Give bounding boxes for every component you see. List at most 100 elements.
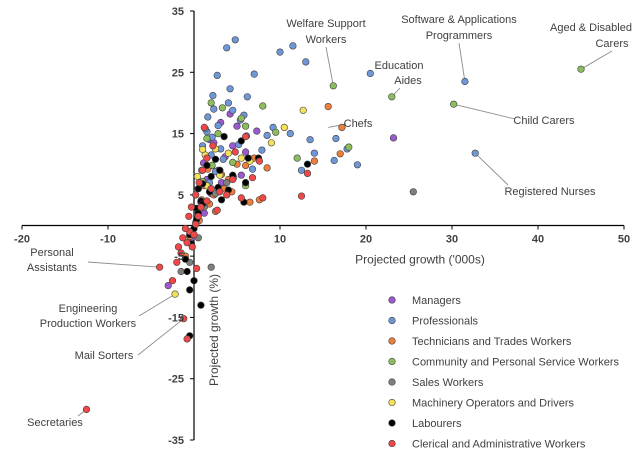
- legend-marker-technicians-and-trades-workers: [388, 337, 396, 345]
- point-professionals: [353, 161, 362, 169]
- point-clerical-and-administrative-workers: [216, 188, 224, 196]
- point-technicians-and-trades-workers: [242, 161, 250, 169]
- point-machinery-operators-and-drivers: [193, 172, 201, 181]
- annotation-label: Welfare Support: [286, 18, 365, 30]
- point-managers: [164, 282, 172, 290]
- point-professionals: [210, 105, 218, 113]
- point-clerical-and-administrative-workers: [297, 192, 306, 200]
- point-labourers: [203, 161, 211, 169]
- point-labourers: [197, 301, 205, 309]
- point-professionals: [214, 121, 222, 130]
- point-labourers: [207, 172, 215, 181]
- point-professionals: [224, 99, 232, 107]
- legend-label-clerical-and-administrative-workers: Clerical and Administrative Workers: [412, 439, 586, 451]
- point-clerical-and-administrative-workers: [213, 206, 221, 214]
- point-labourers: [181, 255, 189, 263]
- x-tick-label: -20: [14, 234, 30, 246]
- point-machinery-operators-and-drivers: [280, 123, 288, 131]
- point-machinery-operators-and-drivers: [224, 149, 232, 157]
- point-clerical-and-administrative-workers: [229, 175, 237, 184]
- point-clerical-and-administrative-workers: [237, 194, 245, 202]
- x-tick-label: 50: [618, 234, 630, 246]
- point-machinery-operators-and-drivers: [199, 145, 207, 154]
- point-clerical-and-administrative-workers: [223, 191, 231, 199]
- legend-label-community-and-personal-service-workers: Community and Personal Service Workers: [412, 357, 620, 369]
- point-clerical-and-administrative-workers: [248, 174, 257, 182]
- legend-label-technicians-and-trades-workers: Technicians and Trades Workers: [412, 336, 572, 348]
- legend-marker-community-and-personal-service-workers: [388, 357, 396, 366]
- point-professionals: [366, 69, 374, 78]
- x-axis-title: Projected growth ('000s): [355, 253, 485, 267]
- point-professionals: [229, 106, 237, 114]
- point-clerical-and-administrative-workers: [192, 191, 200, 199]
- annotation-label: Assistants: [27, 262, 78, 274]
- point-technicians-and-trades-workers: [336, 150, 344, 158]
- point-community-and-personal-service-workers: [450, 100, 458, 108]
- point-clerical-and-administrative-workers: [168, 277, 177, 285]
- point-professionals: [306, 136, 314, 144]
- legend-label-labourers: Labourers: [412, 418, 462, 430]
- legend-label-managers: Managers: [412, 295, 461, 307]
- annotation-leader-line: [474, 152, 509, 186]
- point-professionals: [332, 134, 340, 143]
- point-labourers: [217, 196, 226, 204]
- y-axis-title: Projected growth (%): [207, 274, 221, 386]
- point-community-and-personal-service-workers: [577, 65, 585, 73]
- annotation-label: Mail Sorters: [75, 350, 134, 362]
- point-clerical-and-administrative-workers: [242, 133, 250, 141]
- point-clerical-and-administrative-workers: [190, 231, 198, 239]
- annotation-label: Secretaries: [27, 417, 83, 429]
- x-tick-label: -10: [100, 234, 116, 246]
- point-clerical-and-administrative-workers: [199, 166, 207, 174]
- point-professionals: [461, 77, 469, 86]
- point-clerical-and-administrative-workers: [82, 405, 91, 414]
- point-community-and-personal-service-workers: [242, 122, 250, 130]
- legend-label-machinery-operators-and-drivers: Machinery Operators and Drivers: [412, 398, 575, 410]
- y-tick-label: 5: [178, 190, 184, 202]
- point-technicians-and-trades-workers: [324, 102, 332, 111]
- point-clerical-and-administrative-workers: [193, 264, 201, 273]
- point-professionals: [289, 42, 297, 50]
- x-tick-label: 10: [274, 234, 286, 246]
- point-technicians-and-trades-workers: [246, 198, 254, 206]
- point-sales-workers: [223, 179, 231, 187]
- point-labourers: [303, 160, 312, 168]
- point-community-and-personal-service-workers: [272, 128, 280, 136]
- point-community-and-personal-service-workers: [388, 93, 396, 101]
- point-community-and-personal-service-workers: [214, 130, 222, 138]
- point-clerical-and-administrative-workers: [177, 249, 185, 257]
- annotation-label: Aged & Disabled: [550, 22, 632, 34]
- annotation-label: Registered Nurses: [504, 186, 596, 198]
- point-clerical-and-administrative-workers: [195, 179, 203, 187]
- legend: Managers Professionals Technicians and Tra…: [388, 295, 620, 451]
- annotation-label: Workers: [306, 34, 347, 46]
- point-clerical-and-administrative-workers: [203, 154, 211, 162]
- point-professionals: [243, 93, 251, 101]
- point-clerical-and-administrative-workers: [259, 194, 267, 202]
- point-professionals: [286, 130, 294, 138]
- annotation-label: Education: [375, 60, 424, 72]
- point-clerical-and-administrative-workers: [185, 212, 193, 220]
- point-clerical-and-administrative-workers: [180, 315, 188, 323]
- point-machinery-operators-and-drivers: [267, 139, 276, 147]
- point-sales-workers: [207, 263, 215, 271]
- point-clerical-and-administrative-workers: [173, 258, 181, 266]
- x-tick-label: 40: [532, 234, 544, 246]
- point-managers: [200, 209, 208, 217]
- point-professionals: [263, 131, 271, 139]
- point-managers: [242, 148, 250, 156]
- legend-marker-professionals: [388, 316, 396, 325]
- annotation-label: Engineering: [59, 303, 118, 315]
- annotations: Welfare Support Workers Software & Applica…: [27, 14, 632, 429]
- point-labourers: [186, 286, 194, 294]
- point-clerical-and-administrative-workers: [192, 220, 200, 228]
- annotation-leader-line: [87, 261, 160, 268]
- legend-marker-sales-workers: [388, 378, 396, 386]
- y-tick-label: 35: [172, 6, 184, 18]
- legend-marker-clerical-and-administrative-workers: [388, 439, 396, 448]
- point-sales-workers: [177, 267, 185, 276]
- point-clerical-and-administrative-workers: [194, 212, 202, 220]
- annotation-leader-line: [137, 318, 184, 356]
- point-machinery-operators-and-drivers: [299, 106, 307, 114]
- point-community-and-personal-service-workers: [218, 104, 226, 112]
